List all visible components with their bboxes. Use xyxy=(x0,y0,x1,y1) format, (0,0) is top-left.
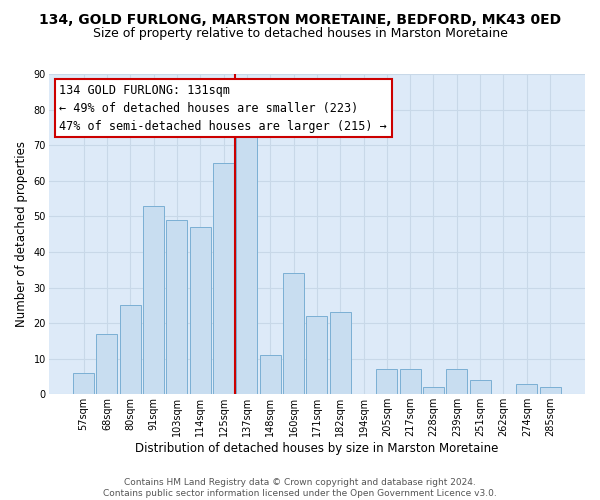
Bar xyxy=(143,206,164,394)
Bar xyxy=(166,220,187,394)
Bar xyxy=(539,387,560,394)
Bar xyxy=(236,128,257,394)
Bar xyxy=(517,384,537,394)
Bar xyxy=(470,380,491,394)
Bar xyxy=(423,387,444,394)
Text: Contains HM Land Registry data © Crown copyright and database right 2024.
Contai: Contains HM Land Registry data © Crown c… xyxy=(103,478,497,498)
Bar xyxy=(213,163,234,394)
Bar xyxy=(307,316,328,394)
Bar xyxy=(97,334,118,394)
Text: 134 GOLD FURLONG: 131sqm
← 49% of detached houses are smaller (223)
47% of semi-: 134 GOLD FURLONG: 131sqm ← 49% of detach… xyxy=(59,84,387,132)
Y-axis label: Number of detached properties: Number of detached properties xyxy=(15,141,28,327)
Text: Size of property relative to detached houses in Marston Moretaine: Size of property relative to detached ho… xyxy=(92,28,508,40)
Text: 134, GOLD FURLONG, MARSTON MORETAINE, BEDFORD, MK43 0ED: 134, GOLD FURLONG, MARSTON MORETAINE, BE… xyxy=(39,12,561,26)
Bar xyxy=(376,370,397,394)
Bar xyxy=(73,373,94,394)
Bar xyxy=(120,306,141,394)
Bar xyxy=(446,370,467,394)
Bar xyxy=(260,355,281,395)
Bar xyxy=(329,312,350,394)
Bar xyxy=(283,274,304,394)
X-axis label: Distribution of detached houses by size in Marston Moretaine: Distribution of detached houses by size … xyxy=(135,442,499,455)
Bar xyxy=(190,227,211,394)
Bar xyxy=(400,370,421,394)
